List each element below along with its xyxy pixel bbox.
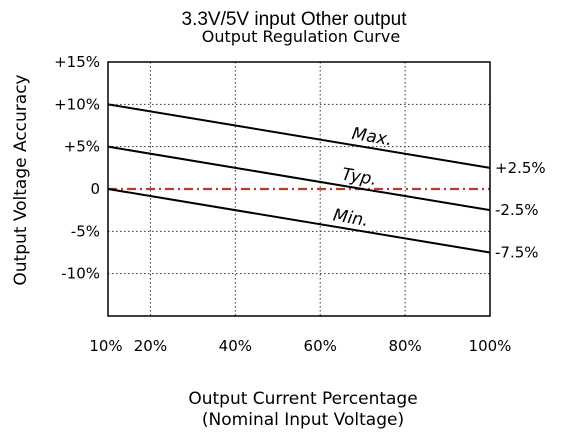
series-lines [107,103,491,254]
series-end-label: -2.5% [495,201,539,219]
series-line-min [107,188,491,254]
y-tick-label: -10% [61,265,100,283]
y-tick-label: 0 [90,180,100,198]
series-end-label: -7.5% [495,244,539,262]
y-axis-label: Output Voltage Accuracy [11,74,31,285]
y-tick-label: +5% [64,138,100,156]
x-tick-labels: 10% 20% 40% 60% 80% 100% [89,337,511,355]
y-tick-label: +15% [54,53,100,71]
x-tick-label: 20% [134,337,167,355]
series-line-max [107,103,491,169]
y-tick-label: -5% [71,222,100,240]
x-axis-label: Output Current Percentage [188,389,417,409]
series-labels: Max.+2.5%Typ.-2.5%Min.-7.5% [332,124,546,262]
series-line-typ [107,145,491,212]
x-tick-label: 40% [219,337,252,355]
series-end-label: +2.5% [495,159,546,177]
chart-title: 3.3V/5V input Other output [182,9,408,30]
x-tick-label: 60% [304,337,337,355]
y-tick-label: +10% [54,95,100,113]
x-axis-label-sub: (Nominal Input Voltage) [202,410,404,430]
y-tick-labels: +15% +10% +5% 0 -5% -10% [54,53,100,283]
x-tick-label: 100% [469,337,512,355]
chart-subtitle: Output Regulation Curve [202,27,400,46]
plot-frame [107,61,491,317]
x-tick-label: 80% [388,337,421,355]
x-tick-label: 10% [89,337,122,355]
